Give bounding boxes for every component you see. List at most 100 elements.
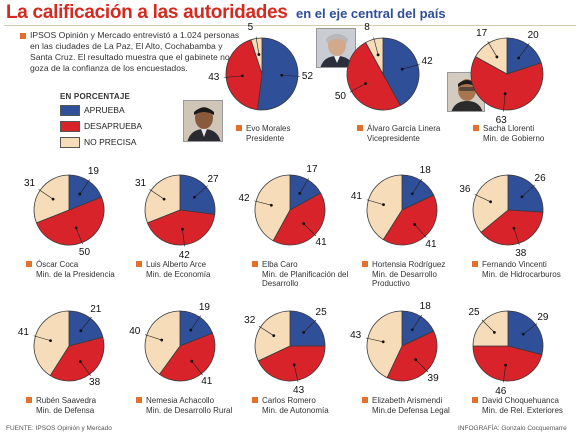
person-name: Nemesia Achacollo — [146, 396, 215, 405]
person-role: Min. de Hidrocarburos — [482, 269, 561, 279]
portrait-alvaro-garcia-linera — [316, 28, 356, 68]
pct-label-no-precisa: 32 — [244, 315, 256, 327]
label-david-choquehuanca: David Choquehuanca Min. de Rel. Exterior… — [472, 396, 578, 415]
title-rule — [4, 25, 576, 26]
leader-dot — [382, 203, 385, 207]
leader-dot — [413, 223, 417, 226]
person-role: Min. de Desarrollo Rural — [146, 405, 233, 415]
pct-label-aprueba: 20 — [527, 29, 539, 41]
legend: EN PORCENTAJE APRUEBA DESAPRUEBA NO PREC… — [60, 92, 158, 152]
person-name: Evo Morales — [246, 124, 291, 133]
label-hortensia-rodriguez: Hortensia Rodríguez Min. de Desarrollo P… — [362, 260, 468, 289]
pct-label-desaprueba: 50 — [334, 90, 346, 102]
legend-label-aprueba: APRUEBA — [84, 105, 125, 115]
pct-label-no-precisa: 41 — [17, 327, 29, 339]
pct-label-aprueba: 19 — [87, 165, 99, 177]
person-name: Sacha Llorenti — [483, 124, 535, 133]
leader-line — [75, 227, 83, 245]
person-name: Hortensia Rodríguez — [372, 260, 446, 269]
bullet-icon — [357, 125, 363, 131]
pct-label-no-precisa: 43 — [350, 329, 362, 341]
person-name: Óscar Coca — [36, 260, 79, 269]
person-name: Rubén Saavedra — [36, 396, 97, 405]
intro-paragraph: IPSOS Opinión y Mercado entrevistó a 1.0… — [20, 30, 240, 74]
person-role: Min. de Gobierno — [483, 133, 545, 143]
leader-dot — [49, 339, 52, 343]
leader-dot — [414, 358, 418, 362]
legend-swatch-no-precisa — [60, 137, 80, 148]
pct-label-aprueba: 18 — [419, 301, 431, 313]
bullet-icon — [236, 125, 242, 131]
label-evo-morales: Evo Morales Presidente — [236, 124, 346, 143]
leader-line — [481, 319, 495, 333]
leader-line — [191, 361, 203, 376]
leader-dot — [257, 53, 261, 56]
pct-label-no-precisa: 40 — [129, 325, 141, 337]
leader-dot — [272, 334, 276, 338]
leader-dot — [512, 226, 516, 230]
leader-dot — [503, 92, 507, 96]
label-carlos-romero: Carlos Romero Min. de Autonomía — [252, 396, 362, 415]
bullet-icon — [362, 397, 368, 403]
legend-item-no-precisa: NO PRECISA — [60, 136, 158, 150]
leader-line — [412, 178, 422, 194]
page-title: La calificación a las autoridades en el … — [6, 2, 446, 24]
pct-label-aprueba: 19 — [198, 301, 210, 313]
legend-item-desaprueba: DESAPRUEBA — [60, 120, 158, 134]
leader-line — [487, 41, 498, 58]
person-name: Elizabeth Arismendi — [372, 396, 443, 405]
leader-dot — [521, 332, 525, 336]
leader-line — [190, 315, 201, 331]
leader-line — [224, 75, 243, 78]
person-role: Min. de Rel. Exteriores — [482, 405, 563, 415]
footer-source: FUENTE: IPSOS Opinión y Mercado — [6, 425, 112, 432]
pct-label-aprueba: 42 — [421, 56, 433, 68]
pct-label-aprueba: 27 — [207, 173, 219, 185]
pct-label-desaprueba: 38 — [89, 377, 101, 389]
leader-line — [474, 194, 491, 203]
leader-dot — [240, 74, 244, 78]
person-role: Min. de Autonomía — [262, 405, 329, 415]
person-role: Min.de Defensa Legal — [372, 405, 450, 415]
leader-dot — [364, 82, 368, 85]
person-role: Min. de Economía — [146, 269, 211, 279]
leader-dot — [517, 56, 521, 60]
leader-line — [254, 200, 272, 206]
leader-line — [523, 323, 538, 335]
person-role: Min. de Defensa — [36, 405, 95, 415]
leader-dot — [79, 329, 83, 333]
leader-dot — [492, 330, 496, 334]
leader-line — [258, 326, 274, 336]
person-name: Luis Alberto Arce — [146, 260, 207, 269]
leader-line — [521, 184, 535, 198]
person-name: David Choquehuanca — [482, 396, 559, 405]
person-name: Álvaro García Linera — [367, 124, 441, 133]
legend-swatch-desaprueba — [60, 121, 80, 132]
leader-dot — [520, 195, 524, 199]
leader-line — [194, 185, 208, 198]
pct-label-no-precisa: 36 — [459, 184, 471, 196]
label-luis-alberto-arce: Luis Alberto Arce Min. de Economía — [136, 260, 246, 279]
pct-label-desaprueba: 39 — [427, 372, 439, 384]
leader-line — [303, 319, 317, 333]
pct-label-aprueba: 18 — [419, 165, 431, 177]
bullet-icon — [473, 125, 479, 131]
label-oscar-coca: Óscar Coca Min. de la Presidencia — [26, 260, 136, 279]
label-elizabeth-arismendi: Elizabeth Arismendi Min.de Defensa Legal — [362, 396, 472, 415]
leader-line — [255, 36, 260, 55]
pct-label-desaprueba: 41 — [201, 376, 213, 388]
pct-label-desaprueba: 50 — [78, 246, 91, 258]
pct-label-desaprueba: 38 — [515, 247, 527, 259]
title-subtitle: en el eje central del país — [296, 6, 446, 21]
person-name: Elba Caro — [262, 260, 298, 269]
pct-label-no-precisa: 5 — [247, 21, 254, 33]
footer-credit: INFOGRAFÍA: Gonzalo Cocquemarre — [458, 425, 567, 432]
pie-slice-aprueba — [257, 37, 299, 111]
pct-label-desaprueba: 46 — [495, 385, 507, 397]
person-role: Presidente — [246, 133, 285, 143]
leader-dot — [495, 55, 499, 59]
leader-line — [412, 314, 422, 330]
pct-label-aprueba: 52 — [301, 70, 314, 82]
bullet-icon — [252, 261, 258, 267]
bullet-icon — [136, 397, 142, 403]
